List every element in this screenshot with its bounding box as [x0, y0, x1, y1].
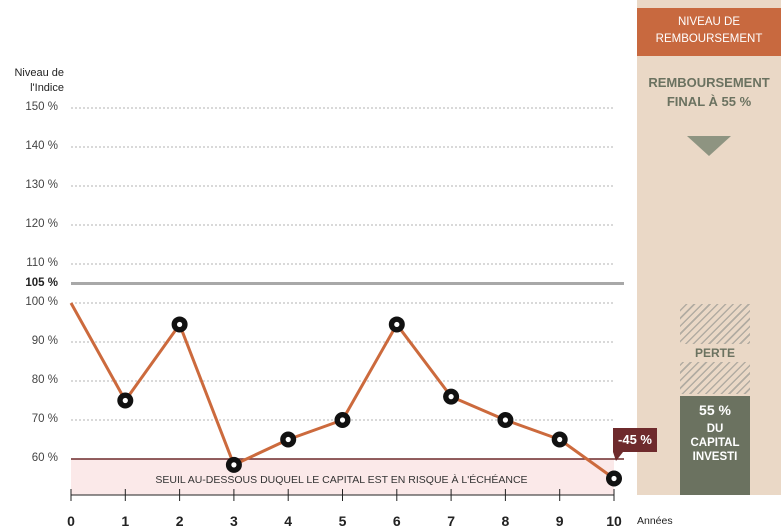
data-point-center: [177, 321, 183, 328]
x-tick-label: 3: [229, 513, 238, 529]
x-tick-label: 8: [501, 513, 510, 529]
series-line: [69, 302, 615, 480]
data-point-center: [285, 436, 291, 443]
loss-bar: PERTE: [680, 304, 750, 394]
x-tick-label: 4: [284, 513, 293, 529]
y-tick-label: 80 %: [31, 374, 58, 386]
x-axis-title: Années: [637, 515, 673, 527]
x-tick-label: 10: [606, 513, 622, 529]
y-tick-label: 110 %: [26, 257, 58, 269]
x-tick-label: 5: [338, 513, 347, 529]
repayment-panel: NIVEAU DE REMBOURSEMENT REMBOURSEMENT FI…: [637, 0, 781, 495]
down-arrow-icon: [687, 136, 731, 156]
data-point-center: [339, 417, 346, 423]
y-tick-label: 120 %: [25, 218, 58, 230]
x-tick-label: 0: [67, 513, 75, 529]
callout-pointer: [613, 452, 623, 461]
y-tick-label: 140 %: [25, 140, 58, 152]
panel-title: REMBOURSEMENT FINAL À 55 %: [648, 75, 770, 109]
x-tick-label: 1: [121, 513, 130, 529]
loss-callout: -45 %: [613, 428, 657, 452]
data-point-center: [557, 436, 563, 443]
data-point-center: [122, 397, 128, 404]
reference-line-label: 105 %: [25, 276, 58, 289]
x-tick-label: 2: [175, 513, 184, 529]
y-tick-label: 150 %: [25, 101, 58, 113]
y-tick-label: 90 %: [31, 335, 58, 347]
y-tick-label: 70 %: [31, 413, 58, 425]
panel-header: NIVEAU DE REMBOURSEMENT: [637, 8, 781, 56]
data-point-center: [448, 394, 454, 400]
x-tick-label: 7: [447, 513, 455, 529]
barrier-label: SEUIL AU-DESSOUS DUQUEL LE CAPITAL EST E…: [155, 474, 528, 486]
data-point-center: [394, 321, 400, 328]
remaining-capital-bar: 55 % DU CAPITAL INVESTI: [680, 396, 750, 495]
remaining-pct: 55 %: [699, 402, 731, 418]
y-tick-label: 60 %: [31, 452, 58, 464]
y-axis-title: Niveau de l'Indice: [14, 67, 64, 94]
y-tick-label: 130 %: [25, 179, 58, 191]
data-point-center: [231, 462, 237, 468]
y-tick-label: 100 %: [25, 296, 58, 308]
remaining-text: DU CAPITAL INVESTI: [690, 423, 740, 463]
x-tick-label: 6: [392, 513, 401, 529]
x-tick-label: 9: [555, 513, 564, 529]
loss-label: PERTE: [680, 344, 750, 362]
data-point-center: [502, 417, 508, 423]
data-point-center: [611, 475, 617, 482]
